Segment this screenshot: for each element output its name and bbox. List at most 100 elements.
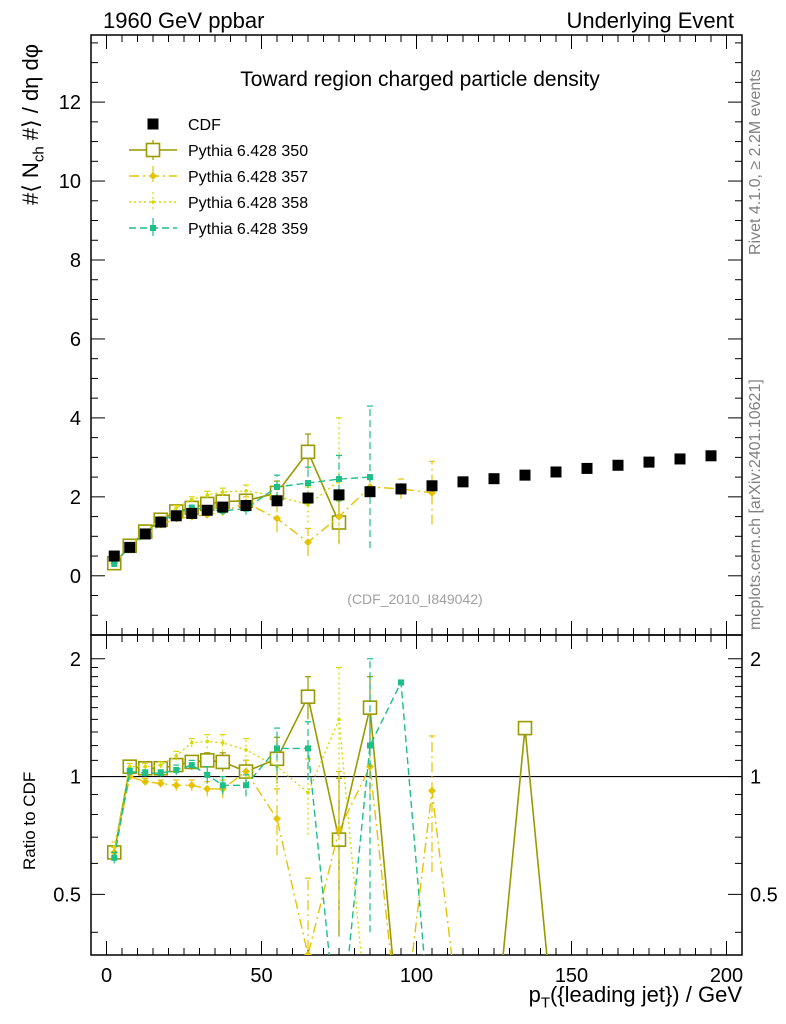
point-p357 [335, 826, 343, 835]
point-data [170, 510, 182, 522]
point-data [217, 501, 229, 513]
point-data [186, 507, 198, 519]
point-p358 [306, 502, 310, 507]
point-data [643, 456, 655, 468]
point-p357 [125, 772, 134, 781]
ratio-y-tick-label: 1 [70, 767, 81, 789]
point-p359 [243, 782, 249, 789]
legend-item-p358: Pythia 6.428 358 [129, 192, 308, 212]
legend-label: CDF [188, 117, 221, 134]
point-p357 [242, 767, 250, 776]
point-data [139, 528, 151, 540]
y-axis-label-ratio: Ratio to CDF [20, 771, 39, 870]
series-line-p359 [113, 476, 371, 565]
point-p359 [305, 480, 311, 487]
point-data [426, 480, 438, 492]
point-p357 [304, 951, 312, 955]
legend-label: Pythia 6.428 357 [188, 169, 308, 186]
point-p359 [126, 768, 133, 775]
point-p359 [188, 762, 195, 769]
point-p358 [189, 740, 194, 745]
point-p357 [172, 781, 181, 790]
header-right: Underlying Event [566, 8, 734, 33]
point-p350 [199, 753, 215, 768]
series-line-p357 [113, 764, 453, 955]
point-p359 [142, 770, 149, 777]
x-tick-label: 50 [250, 965, 272, 987]
point-data [124, 541, 136, 553]
series-p359 [111, 658, 425, 955]
y-tick-label: 2 [70, 487, 81, 509]
point-p358 [127, 764, 132, 769]
ratio-plot-frame [90, 634, 743, 956]
legend-item-data: CDF [147, 117, 221, 134]
point-data [302, 492, 314, 504]
x-tick-label: 0 [101, 965, 112, 987]
point-p358 [244, 748, 248, 752]
legend-label: Pythia 6.428 359 [188, 221, 308, 238]
point-p359 [188, 504, 195, 511]
point-data [519, 469, 531, 481]
mcplots-label: mcplots.cern.ch [arXiv:2401.10621] [747, 379, 764, 630]
legend-label: Pythia 6.428 358 [188, 195, 308, 212]
legend-marker [150, 225, 156, 231]
point-p359 [336, 476, 342, 483]
ratio-y-tick-label-right: 1 [750, 767, 761, 789]
point-data [108, 550, 120, 562]
legend-marker [151, 200, 155, 204]
legend-item-p350: Pythia 6.428 350 [129, 140, 308, 160]
point-p359 [204, 771, 211, 778]
point-p358 [112, 845, 117, 849]
point-p359 [367, 474, 373, 481]
point-data [612, 459, 624, 471]
legend-marker [149, 172, 157, 180]
rivet-version-label: Rivet 4.1.0, ≥ 2.2M events [747, 69, 764, 255]
point-data [155, 516, 167, 528]
ratio-y-tick-label: 0.5 [53, 884, 81, 906]
ratio-y-tick-label-right: 2 [750, 649, 761, 671]
x-tick-label: 150 [555, 965, 588, 987]
point-p359 [367, 742, 373, 749]
point-p358 [244, 489, 248, 493]
point-p359 [111, 560, 118, 567]
point-p359 [305, 745, 311, 752]
series-p359 [111, 405, 373, 567]
analysis-watermark: (CDF_2010_I849042) [347, 591, 482, 607]
point-p359 [173, 766, 180, 773]
point-data [395, 483, 407, 495]
point-p357 [304, 538, 312, 547]
point-data [201, 504, 213, 516]
y-tick-label: 0 [70, 566, 81, 588]
point-p357 [273, 814, 281, 823]
ratio-y-tick-label: 2 [70, 649, 81, 671]
legend-marker [147, 118, 159, 130]
series-p358 [111, 666, 362, 955]
legend: CDF Pythia 6.428 350 Pythia 6.428 357 Pythi… [129, 117, 308, 238]
point-data [674, 453, 686, 465]
point-data [550, 466, 562, 478]
series-line-p359 [113, 679, 425, 955]
legend-item-p357: Pythia 6.428 357 [129, 166, 308, 186]
legend-item-p359: Pythia 6.428 359 [129, 218, 308, 238]
point-data [705, 450, 717, 462]
point-p359 [157, 770, 164, 777]
point-data [488, 473, 500, 485]
x-tick-label: 100 [400, 965, 433, 987]
point-p350 [215, 754, 231, 770]
point-p357 [428, 786, 436, 795]
point-p357 [203, 784, 212, 793]
point-p358 [174, 753, 179, 758]
point-p358 [337, 717, 341, 722]
point-p358 [220, 740, 225, 745]
point-p358 [189, 497, 194, 502]
point-p359 [398, 679, 404, 686]
point-p357 [273, 514, 281, 523]
point-data [457, 476, 469, 488]
series-p350 [106, 676, 548, 955]
y-tick-label: 10 [59, 171, 81, 193]
point-p357 [156, 779, 165, 788]
point-p350 [300, 444, 316, 460]
series-data [108, 450, 717, 562]
y-tick-label: 6 [70, 329, 81, 351]
